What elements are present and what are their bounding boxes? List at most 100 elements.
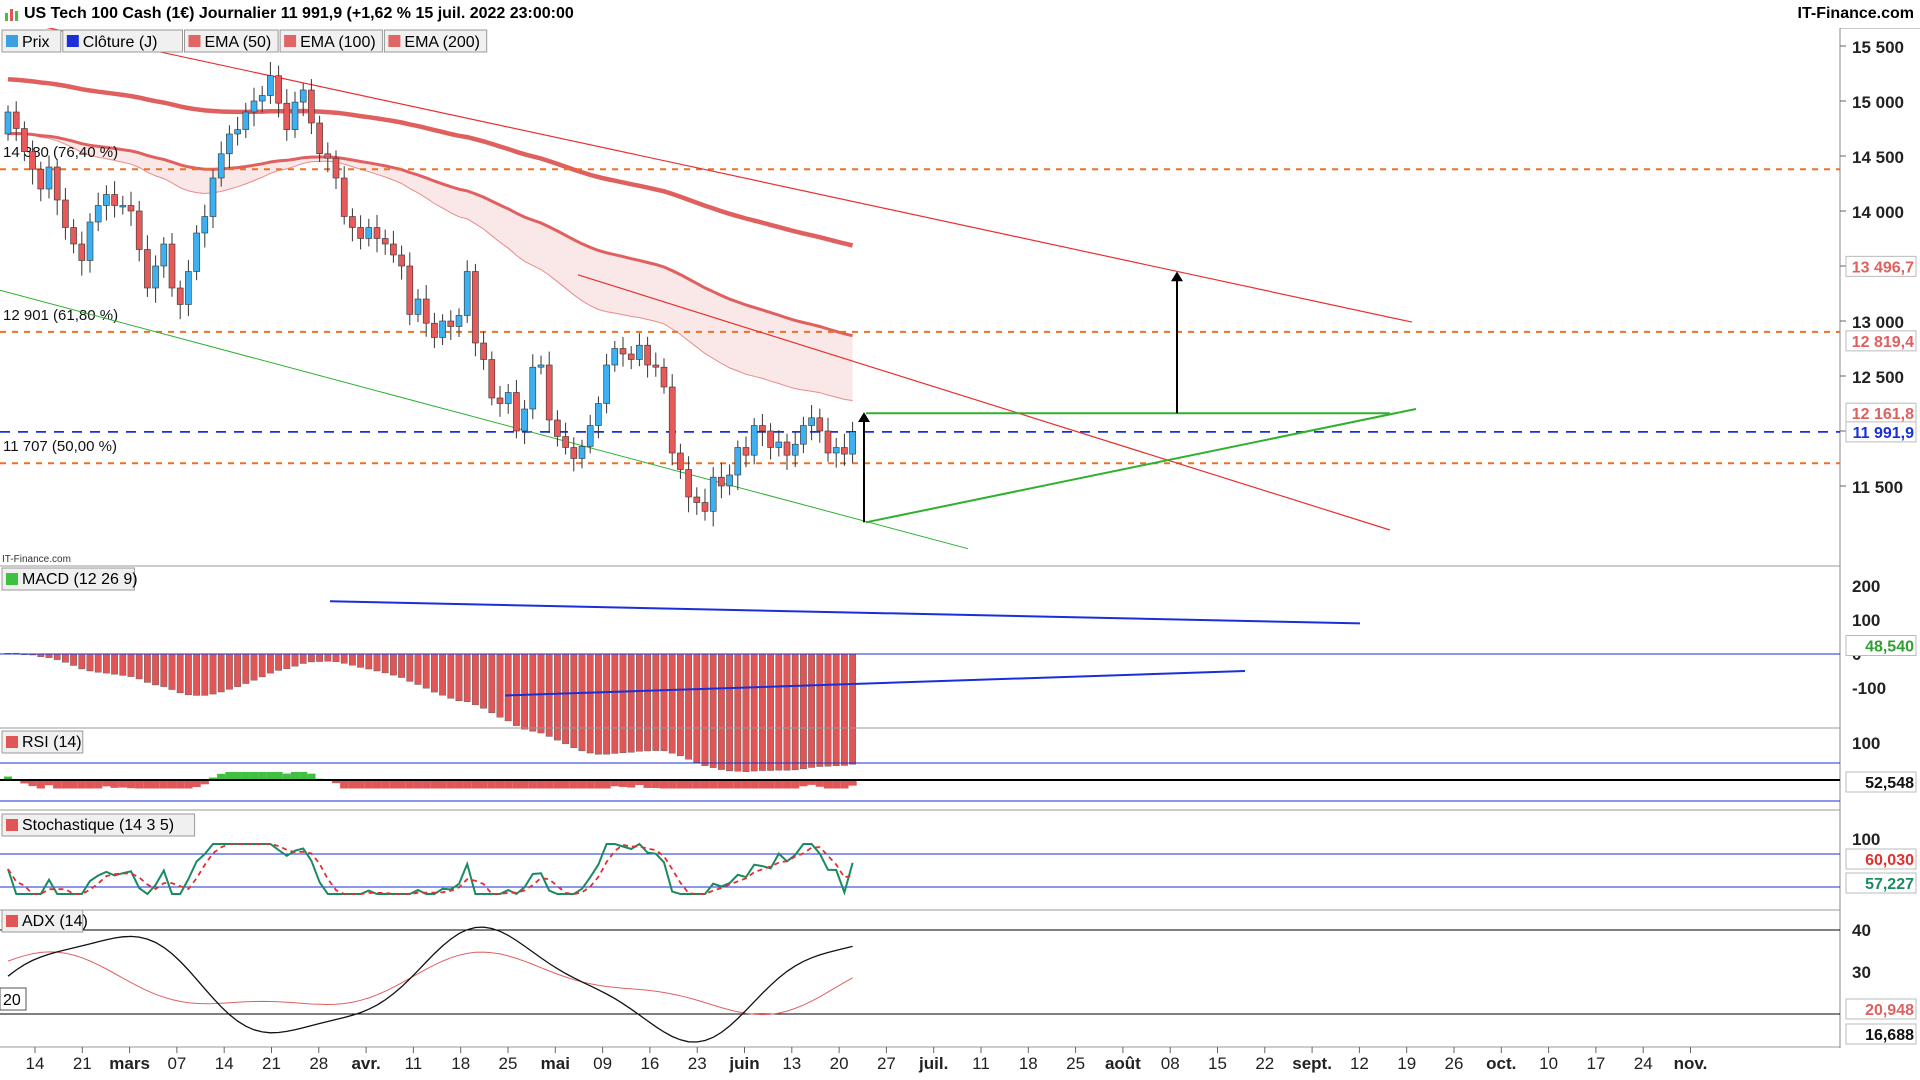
macd-bar xyxy=(168,653,176,690)
rsi-bar xyxy=(249,772,259,781)
arrow-head-left xyxy=(858,412,870,422)
rsi-bar xyxy=(438,780,447,789)
rsi-bar xyxy=(167,780,177,789)
rsi-bar xyxy=(561,780,570,789)
rsi-bar xyxy=(192,780,201,788)
rsi-bar xyxy=(823,780,833,789)
rsi-tick-label: 100 xyxy=(1852,734,1880,753)
macd-bar xyxy=(225,653,233,690)
adx-panel: ADX (14) 20 40 30 20,948 16,688 xyxy=(0,909,1917,1048)
rsi-bar xyxy=(143,780,152,789)
macd-label-box xyxy=(1,567,135,591)
x-tick-label: 23 xyxy=(688,1054,707,1073)
macd-bar xyxy=(398,653,405,678)
candle-body xyxy=(414,298,422,315)
rsi-bar xyxy=(528,780,537,789)
candle-body xyxy=(488,359,496,399)
macd-bar xyxy=(62,653,69,663)
candle-body xyxy=(308,89,315,124)
candle-body xyxy=(267,75,274,96)
candle-body xyxy=(135,210,143,250)
macd-bar xyxy=(562,653,570,745)
candle-body xyxy=(537,364,545,368)
candle-body xyxy=(504,392,512,404)
macd-bar xyxy=(102,653,110,674)
rsi-bar xyxy=(774,780,783,789)
legend-swatch xyxy=(284,35,297,47)
rsi-bar xyxy=(758,780,767,789)
macd-bar xyxy=(201,653,209,696)
candle-body xyxy=(742,447,750,456)
macd-bar xyxy=(627,653,635,753)
candle-body xyxy=(111,194,118,206)
macd-bar xyxy=(152,653,159,686)
macd-bar xyxy=(586,653,594,754)
candle-body xyxy=(275,75,282,104)
candle-body xyxy=(800,425,807,445)
candle-body xyxy=(217,153,225,179)
candle-body xyxy=(693,496,701,503)
rsi-bar xyxy=(750,780,759,789)
macd-bar xyxy=(291,653,299,667)
rsi-bar xyxy=(266,772,275,781)
rsi-bar xyxy=(3,776,13,781)
rsi-bar xyxy=(725,780,734,789)
candle-body xyxy=(718,476,725,487)
macd-bar xyxy=(463,653,471,702)
candle-body xyxy=(234,129,241,135)
rsi-bar xyxy=(717,780,726,789)
rsi-bar xyxy=(397,780,406,789)
candle-body xyxy=(283,102,291,130)
macd-bar xyxy=(603,653,611,755)
rsi-bar xyxy=(159,780,168,789)
macd-bar xyxy=(734,653,742,772)
candle-body xyxy=(496,397,504,404)
legend-label: Clôture (J) xyxy=(83,34,158,51)
macd-bar xyxy=(283,653,291,669)
legend-item-box xyxy=(383,29,488,53)
y-tick-label: 12 500 xyxy=(1852,368,1904,387)
macd-bar xyxy=(660,653,668,752)
y-tick-label: 15 000 xyxy=(1852,93,1904,112)
macd-bar xyxy=(832,653,840,767)
macd-bar xyxy=(242,653,250,684)
macd-bar xyxy=(431,653,438,693)
candle-body xyxy=(86,221,94,261)
candle-body xyxy=(406,265,414,315)
candle-body xyxy=(824,430,832,454)
macd-bar xyxy=(258,653,266,678)
macd-bar xyxy=(184,653,192,696)
candle-body xyxy=(242,111,250,130)
rsi-label: RSI (14) xyxy=(22,734,82,751)
macd-bar xyxy=(472,653,479,706)
legend-swatch xyxy=(6,35,18,47)
candle-body xyxy=(603,364,610,404)
price-tag-box xyxy=(1845,421,1917,443)
candle-body xyxy=(463,271,471,316)
x-tick-label: 08 xyxy=(1161,1054,1180,1073)
stoch-k-value-tag: 60,030 xyxy=(1865,852,1914,869)
support-line xyxy=(0,289,969,550)
rsi-bar xyxy=(495,780,505,789)
macd-bar xyxy=(250,653,258,681)
macd-bar xyxy=(390,653,397,676)
candle-body xyxy=(750,425,758,456)
rsi-bar xyxy=(61,780,70,789)
x-tick-label: 19 xyxy=(1397,1054,1416,1073)
candle-body xyxy=(431,322,438,338)
rsi-bar xyxy=(200,780,209,785)
candle-body xyxy=(78,243,86,261)
rsi-bar xyxy=(618,780,628,787)
x-tick-label: 18 xyxy=(1019,1054,1038,1073)
rsi-bar xyxy=(536,780,546,789)
rsi-bar xyxy=(176,780,185,789)
x-tick-label: oct. xyxy=(1486,1054,1516,1073)
macd-label: MACD (12 26 9) xyxy=(22,571,138,588)
x-tick-label: 26 xyxy=(1445,1054,1464,1073)
x-tick-label: 07 xyxy=(167,1054,186,1073)
candle-body xyxy=(636,344,643,360)
rsi-bar xyxy=(151,780,160,789)
price-tag: 12 161,8 xyxy=(1852,406,1914,423)
macd-bar xyxy=(808,653,816,768)
